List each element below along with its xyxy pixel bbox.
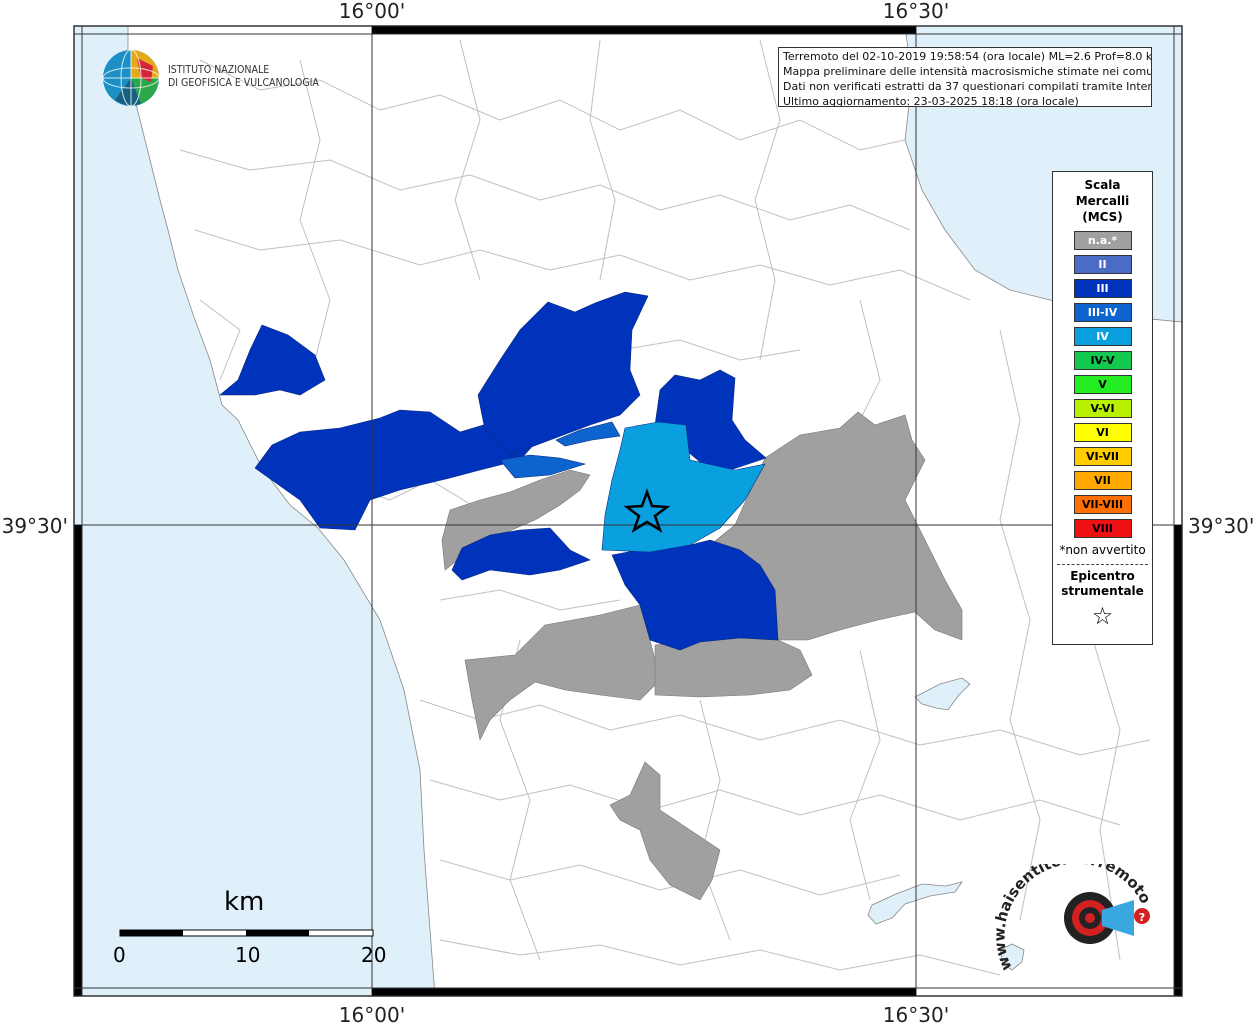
legend-item: II (1073, 255, 1132, 274)
legend-title-line1: Scala (1084, 178, 1121, 192)
intensity-na-areas (441, 411, 963, 901)
legend-epicenter-label: Epicentro strumentale (1053, 569, 1152, 599)
map-frame (73, 25, 1183, 997)
legend-item: VI-VII (1073, 447, 1132, 466)
legend-separator (1057, 564, 1148, 565)
legend-item: VII-VIII (1073, 495, 1132, 514)
lon-label-top-left: 16°00' (339, 0, 405, 23)
info-line-3: Dati non verificati estratti da 37 quest… (783, 80, 1152, 93)
intensity-III-areas (219, 291, 779, 651)
lake-2 (867, 881, 963, 925)
scale-tick-20: 20 (361, 943, 387, 967)
mcs-legend: Scala Mercalli (MCS) n.a.* II III III-IV IV I… (1052, 171, 1153, 645)
lon-label-top-right: 16°30' (883, 0, 949, 23)
lon-label-bottom-left: 16°00' (339, 1003, 405, 1024)
info-line-1: Terremoto del 02-10-2019 19:58:54 (ora l… (783, 50, 1152, 63)
legend-epicenter-line1: Epicentro (1070, 569, 1135, 583)
question-mark-icon: ? (1139, 911, 1145, 924)
earthquake-info-box: Terremoto del 02-10-2019 19:58:54 (ora l… (778, 47, 1152, 107)
legend-item: III (1073, 279, 1132, 298)
info-line-4: Ultimo aggiornamento: 23-03-2025 18:18 (… (783, 95, 1079, 107)
legend-item: VI (1073, 423, 1132, 442)
intensity-III-IV-areas (499, 421, 621, 479)
lat-label-right: 39°30' (1188, 514, 1254, 538)
lat-label-left: 39°30' (2, 514, 68, 538)
legend-item: III-IV (1073, 303, 1132, 322)
scale-unit: km (224, 887, 265, 917)
legend-title-line3: (MCS) (1082, 210, 1123, 224)
legend-item: V (1073, 375, 1132, 394)
legend-title: Scala Mercalli (MCS) (1053, 177, 1152, 225)
legend-star-icon: ☆ (1091, 602, 1114, 630)
municipal-boundaries (179, 39, 1151, 976)
legend-title-line2: Mercalli (1075, 194, 1130, 208)
scale-tick-0: 0 (113, 943, 126, 967)
scale-tick-10: 10 (235, 943, 261, 967)
legend-item: IV-V (1073, 351, 1132, 370)
ingv-name-line1: ISTITUTO NAZIONALE (168, 64, 270, 76)
ingv-name-line2: DI GEOFISICA E VULCANOLOGIA (168, 77, 319, 89)
scale-bar (119, 929, 374, 937)
ingv-globe-icon (102, 49, 160, 107)
legend-items: n.a.* II III III-IV IV IV-V V V-VI VI VI-VII VII VI… (1053, 231, 1152, 538)
legend-item: n.a.* (1073, 231, 1132, 250)
lon-label-bottom-right: 16°30' (883, 1003, 949, 1024)
legend-note: *non avvertito (1059, 543, 1146, 557)
legend-item: VII (1073, 471, 1132, 490)
lake-3 (999, 943, 1025, 971)
legend-epicenter-line2: strumentale (1061, 584, 1144, 598)
legend-item: VIII (1073, 519, 1132, 538)
legend-item: IV (1073, 327, 1132, 346)
ingv-name: ISTITUTO NAZIONALE DI GEOFISICA E VULCAN… (168, 64, 319, 90)
lake-1 (914, 677, 971, 711)
legend-item: V-VI (1073, 399, 1132, 418)
intensity-IV-area (601, 421, 766, 553)
info-line-2: Mappa preliminare delle intensità macros… (783, 65, 1152, 78)
haisentito-logo: www.haisentitoilterremoto.it ? (992, 864, 1152, 973)
epicenter-star-icon (623, 488, 671, 533)
